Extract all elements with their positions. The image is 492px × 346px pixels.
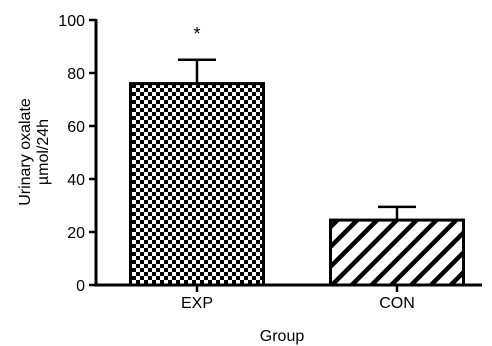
y-tick-label-0: 0 <box>76 278 85 295</box>
y-tick-label-100: 100 <box>58 13 85 30</box>
x-tick-label-con: CON <box>379 295 415 312</box>
y-axis-title: Urinary oxalate µmol/24h <box>17 98 52 206</box>
x-axis-title: Group <box>260 328 305 345</box>
x-tick-label-exp: EXP <box>181 295 213 312</box>
bar-con <box>329 218 465 287</box>
y-tick-label-80: 80 <box>67 66 85 83</box>
y-tick-label-60: 60 <box>67 119 85 136</box>
significance-marker-exp: * <box>193 24 200 44</box>
bar-exp <box>129 82 265 287</box>
y-axis-title-line-1: Urinary oxalate <box>17 98 34 206</box>
y-tick-label-40: 40 <box>67 172 85 189</box>
y-tick-label-20: 20 <box>67 225 85 242</box>
y-axis-title-line-2: µmol/24h <box>35 119 52 185</box>
